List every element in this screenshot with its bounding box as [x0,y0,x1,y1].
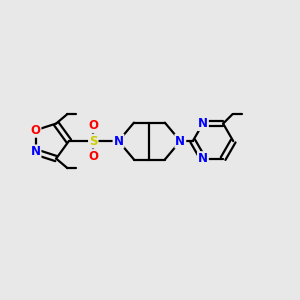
Text: N: N [198,152,208,165]
Text: N: N [113,135,124,148]
Text: O: O [88,119,98,132]
Text: O: O [88,150,98,163]
Text: S: S [89,135,98,148]
Text: N: N [31,146,40,158]
Text: N: N [175,135,185,148]
Text: O: O [31,124,40,137]
Text: N: N [198,117,208,130]
